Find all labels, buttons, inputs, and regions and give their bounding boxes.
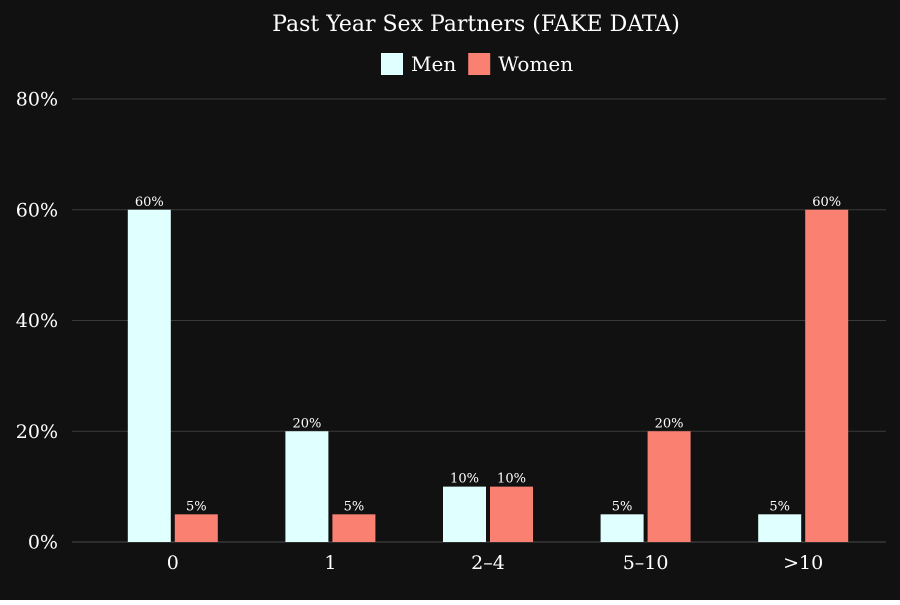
data-label-women-1: 5%	[344, 499, 365, 514]
bars	[127, 209, 849, 542]
chart-title: Past Year Sex Partners (FAKE DATA)	[272, 12, 680, 37]
bar-men-4	[758, 514, 802, 542]
x-tick-label-4: >10	[783, 552, 823, 574]
bar-women-4	[805, 209, 849, 542]
data-labels: 60% 5% 20% 5% 10% 10% 5% 20% 5% 60%	[135, 195, 841, 515]
legend: Men Women	[381, 52, 573, 76]
y-tick-label-80: 80%	[16, 89, 58, 111]
x-tick-label-3: 5–10	[623, 552, 669, 574]
legend-swatch-men	[381, 53, 403, 75]
bar-men-2	[443, 486, 486, 542]
bar-women-2	[490, 486, 533, 542]
y-tick-label-20: 20%	[16, 421, 58, 443]
data-label-women-2: 10%	[497, 472, 526, 487]
bar-men-0	[127, 209, 171, 542]
data-label-men-1: 20%	[292, 416, 321, 431]
data-label-men-2: 10%	[450, 472, 479, 487]
x-tick-label-1: 1	[324, 552, 336, 574]
bar-women-3	[647, 431, 691, 542]
bar-women-1	[332, 514, 376, 542]
data-label-women-0: 5%	[186, 499, 207, 514]
x-tick-label-0: 0	[167, 552, 179, 574]
legend-label-men: Men	[411, 52, 456, 76]
legend-swatch-women	[468, 53, 491, 75]
data-label-women-4: 60%	[812, 195, 841, 210]
x-axis-ticks: 0 1 2–4 5–10 >10	[167, 552, 824, 574]
x-tick-label-2: 2–4	[471, 552, 505, 574]
y-axis-ticks: 0% 20% 40% 60% 80%	[16, 89, 58, 554]
y-tick-label-40: 40%	[16, 310, 58, 332]
y-tick-label-60: 60%	[16, 199, 58, 221]
bar-men-3	[600, 514, 644, 542]
legend-label-women: Women	[498, 52, 573, 76]
data-label-men-0: 60%	[135, 195, 164, 210]
bar-women-0	[174, 514, 218, 542]
data-label-women-3: 20%	[655, 416, 684, 431]
y-tick-label-0: 0%	[28, 532, 58, 554]
data-label-men-4: 5%	[769, 499, 790, 514]
bar-men-1	[285, 431, 329, 542]
data-label-men-3: 5%	[612, 499, 633, 514]
